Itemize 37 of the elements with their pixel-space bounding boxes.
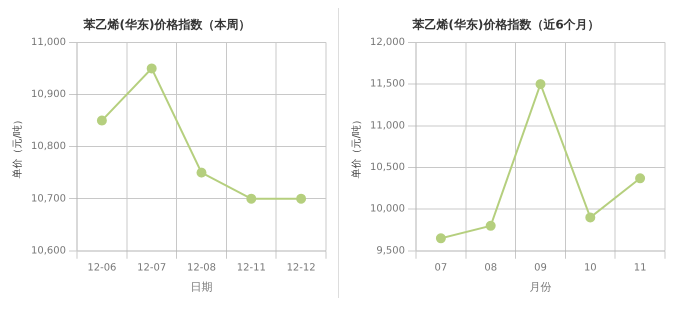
point [635, 173, 646, 184]
x-tick-label: 12-06 [87, 262, 116, 274]
x-tick-label: 09 [534, 262, 547, 274]
point [146, 63, 157, 74]
y-axis-title: 单价（元/吨） [12, 114, 24, 178]
point [535, 79, 546, 90]
y-tick-label: 11,500 [370, 78, 405, 90]
point [246, 194, 256, 204]
y-tick-label: 10,800 [30, 141, 66, 152]
y-tick-label: 9,500 [376, 245, 405, 256]
x-tick-label: 12-12 [286, 262, 316, 274]
y-tick-label: 10,600 [30, 245, 66, 256]
y-axis-title: 单价（元/吨） [350, 114, 363, 178]
point [96, 116, 107, 126]
x-axis-title: 日期 [190, 280, 212, 294]
chart-title: 苯乙烯(华东)价格指数（本周） [82, 17, 250, 32]
x-tick-label: 12-11 [236, 262, 266, 274]
y-tick-label: 10,500 [370, 162, 405, 174]
x-tick-label: 07 [434, 262, 448, 274]
y-tick-label: 10,000 [370, 204, 405, 215]
x-tick-label: 12-07 [137, 262, 166, 274]
x-tick-label: 12-08 [186, 262, 216, 274]
y-tick-label: 12,000 [370, 36, 405, 48]
point [296, 194, 306, 204]
x-tick-label: 11 [634, 262, 646, 274]
y-tick-label: 10,900 [30, 89, 66, 100]
point [436, 233, 446, 244]
y-tick-label: 11,000 [370, 120, 405, 132]
chart-title: 苯乙烯(华东)价格指数（近6个月） [411, 17, 600, 32]
point [486, 220, 496, 231]
x-tick-label: 08 [484, 262, 498, 274]
x-tick-label: 10 [584, 262, 597, 274]
x-axis-title: 月份 [529, 280, 552, 294]
point [585, 212, 596, 222]
point [196, 168, 206, 178]
y-tick-label: 11,000 [30, 36, 66, 48]
y-tick-label: 10,700 [30, 193, 66, 204]
